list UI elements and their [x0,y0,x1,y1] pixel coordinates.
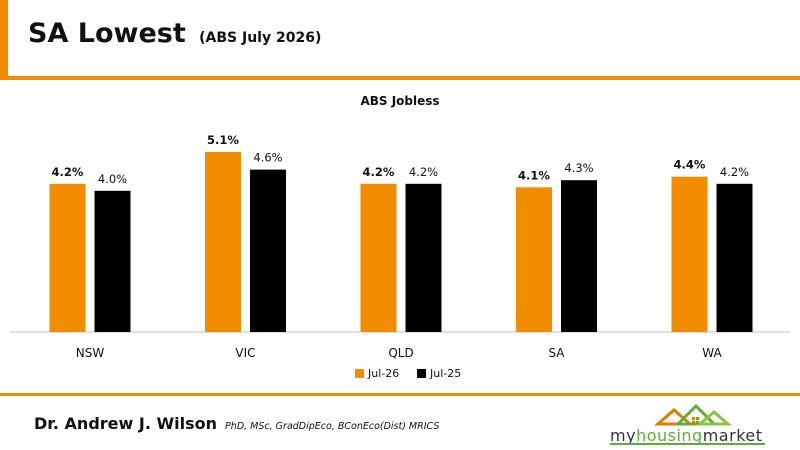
slide-footer: Dr. Andrew J. Wilson PhD, MSc, GradDipEc… [0,396,800,450]
slide-subtitle: (ABS July 2026) [199,30,322,46]
legend: Jul-26 Jul-25 [355,367,461,380]
house-roof-icon [654,403,733,426]
x-tick-label-nsw: NSW [76,346,105,360]
logo-text-my: my [610,426,637,445]
data-label-vic-jul-25: 4.6% [253,151,282,165]
data-label-sa-jul-26: 4.1% [518,168,550,182]
bar-qld-jul-26 [360,183,397,332]
legend-label-jul-26: Jul-26 [367,367,399,380]
logo-wordmark: myhousingmarket [610,426,763,445]
bar-wa-jul-26 [671,176,708,332]
header-accent-bar [0,0,8,80]
bar-nsw-jul-26 [49,183,86,332]
data-label-nsw-jul-25: 4.0% [98,172,127,186]
slide-title: SA Lowest (ABS July 2026) [28,18,321,49]
data-label-wa-jul-25: 4.2% [720,165,749,179]
bar-vic-jul-26 [205,152,241,332]
data-label-nsw-jul-26: 4.2% [52,165,84,179]
myhousingmarket-logo: myhousingmarket [600,402,780,446]
logo-underline [610,443,765,445]
header-divider [0,76,800,80]
logo-text-housing: housing [636,426,703,445]
bar-sa-jul-26 [516,187,552,332]
author-credit: Dr. Andrew J. Wilson PhD, MSc, GradDipEc… [34,414,439,433]
legend-swatch-jul-25 [417,369,426,378]
bar-nsw-jul-25 [94,190,131,332]
logo-text-market: market [702,426,763,445]
author-credentials: PhD, MSc, GradDipEco, BConEco(Dist) MRIC… [225,421,440,432]
data-label-sa-jul-25: 4.3% [564,161,593,175]
x-tick-label-wa: WA [702,346,722,360]
x-tick-label-vic: VIC [235,346,255,360]
data-label-qld-jul-25: 4.2% [409,165,438,179]
data-label-qld-jul-26: 4.2% [363,165,395,179]
legend-label-jul-25: Jul-25 [429,367,461,380]
author-name: Dr. Andrew J. Wilson [34,414,217,433]
data-label-wa-jul-26: 4.4% [674,158,706,172]
chart-area: ABS Jobless 4.2% 4.0% NSW 5.1% 4.6% VIC 4.2% 4.… [0,80,800,392]
chart-title: ABS Jobless [360,94,439,108]
bar-sa-jul-25 [561,180,597,332]
data-label-vic-jul-26: 5.1% [207,133,239,147]
x-tick-label-qld: QLD [388,346,413,360]
bar-vic-jul-25 [250,169,286,332]
slide-title-text: SA Lowest [28,18,186,49]
bar-wa-jul-25 [716,183,753,332]
footer-divider [0,393,800,396]
bars-layer: 4.2% 4.0% NSW 5.1% 4.6% VIC 4.2% 4.2% QLD 4.1% 4.3… [49,133,753,360]
slide-header: SA Lowest (ABS July 2026) [0,0,800,80]
x-tick-label-sa: SA [548,346,565,360]
legend-swatch-jul-26 [355,369,364,378]
bar-qld-jul-25 [405,183,442,332]
